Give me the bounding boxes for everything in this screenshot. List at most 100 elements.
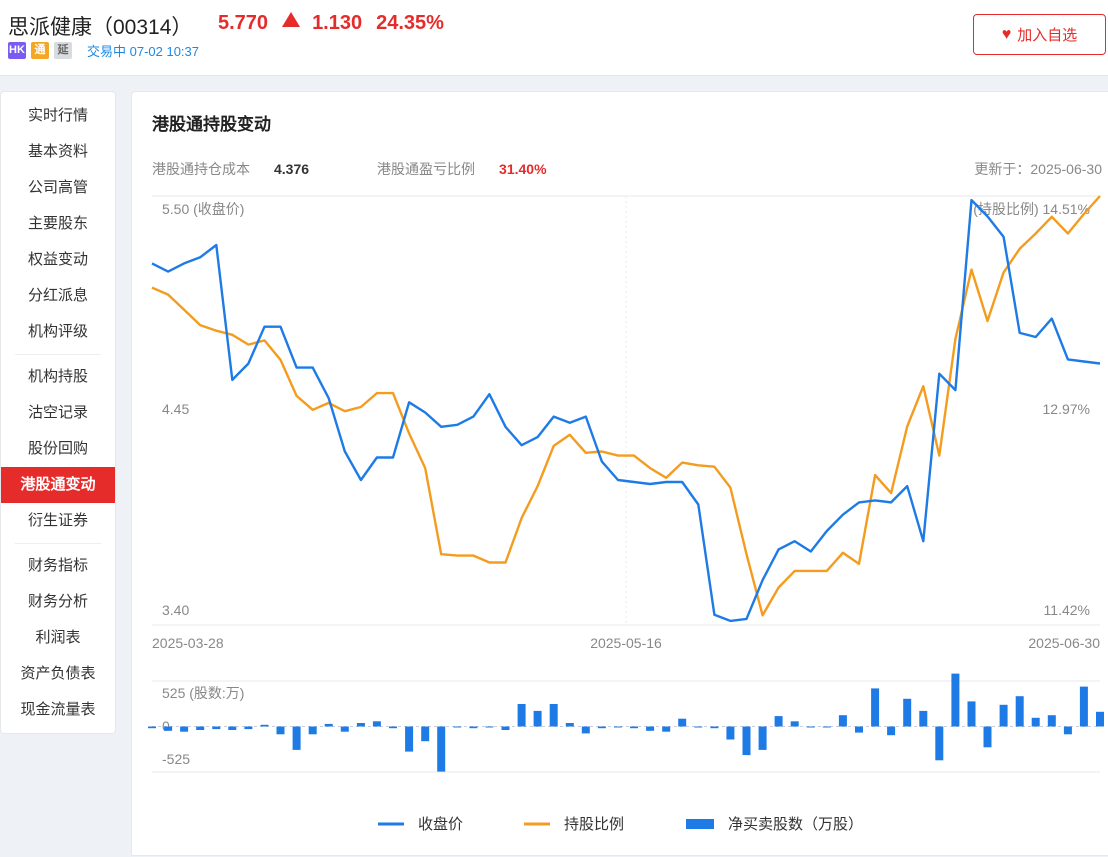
bar-axis-tick: 0	[162, 718, 170, 734]
net-volume-bar	[646, 726, 655, 731]
y-right-tick: 12.97%	[1043, 401, 1090, 417]
y-left-axis-label: 5.50 (收盘价)	[162, 201, 244, 217]
sidebar-item[interactable]: 港股通变动	[1, 467, 115, 503]
net-volume-bar	[308, 726, 317, 735]
connect-badge: 通	[31, 42, 49, 59]
net-volume-bar	[501, 726, 510, 730]
stock-header: 思派健康（00314） 5.770 1.130 24.35% HK 通 延 交易中 …	[0, 0, 1108, 76]
net-volume-bar	[919, 710, 928, 727]
sidebar-item[interactable]: 财务指标	[27, 557, 88, 574]
net-volume-bar	[324, 723, 333, 727]
sidebar-item[interactable]: 实时行情	[27, 107, 88, 124]
net-volume-bar	[469, 726, 478, 729]
net-volume-bar	[356, 723, 365, 727]
net-volume-bar	[871, 688, 880, 727]
net-volume-bar	[228, 726, 237, 730]
section-title: 港股通持股变动	[152, 115, 271, 134]
sidebar-item[interactable]: 机构持股	[27, 368, 88, 385]
net-volume-bar	[196, 726, 205, 730]
bar-axis-label: 525 (股数:万)	[162, 685, 244, 701]
sidebar-item[interactable]: 资产负债表	[20, 665, 96, 682]
sidebar-item[interactable]: 股份回购	[27, 440, 88, 457]
holding-stats: 港股通持仓成本 4.376 港股通盈亏比例 31.40%	[152, 159, 615, 179]
net-volume-bar	[678, 718, 687, 727]
y-right-axis-label: (持股比例) 14.51%	[973, 201, 1090, 217]
add-watchlist-button[interactable]: ♥ 加入自选	[973, 14, 1106, 55]
sidebar-item[interactable]: 现金流量表	[20, 701, 96, 718]
net-volume-bar	[903, 698, 912, 727]
net-volume-bar	[742, 726, 751, 756]
y-right-tick: 11.42%	[1044, 602, 1090, 618]
x-tick-label: 2025-05-16	[590, 635, 662, 651]
legend-label-close-price: 收盘价	[418, 815, 463, 833]
updated-time: 更新于：2025-06-30	[974, 161, 1102, 177]
net-volume-bar	[838, 715, 847, 727]
sidebar-item[interactable]: 利润表	[35, 629, 81, 646]
net-volume-bar	[694, 726, 703, 728]
net-volume-bar	[951, 673, 960, 727]
net-volume-bar	[597, 726, 606, 729]
x-tick-label: 2025-03-28	[152, 635, 224, 651]
net-volume-bar	[148, 726, 156, 729]
heart-icon: ♥	[1001, 25, 1012, 43]
net-volume-bar	[999, 704, 1008, 727]
add-watchlist-label: 加入自选	[1017, 27, 1078, 44]
net-volume-bar	[437, 726, 446, 772]
net-volume-bar	[212, 726, 221, 730]
sidebar-item[interactable]: 衍生证券	[27, 512, 88, 529]
net-volume-bar	[726, 726, 735, 740]
sidebar-item[interactable]: 基本资料	[27, 143, 88, 160]
net-volume-bar	[485, 726, 494, 728]
net-volume-bar	[983, 726, 992, 748]
sidebar-item[interactable]: 机构评级	[27, 323, 88, 340]
net-volume-bar	[164, 726, 173, 731]
sidebar-item[interactable]: 主要股东	[27, 215, 88, 232]
y-left-tick: 3.40	[162, 602, 189, 618]
cost-label: 港股通持仓成本	[152, 161, 250, 177]
main-panel: 港股通持股变动 港股通持仓成本 4.376 港股通盈亏比例 31.40% 更新于：20…	[131, 91, 1108, 856]
net-volume-bar	[260, 724, 269, 727]
net-volume-bar	[710, 726, 719, 729]
trading-status: 交易中 07-02 10:37	[87, 44, 200, 59]
market-badges: HK 通 延 交易中 07-02 10:37	[8, 41, 199, 60]
price-block: 5.770 1.130 24.35%	[218, 12, 458, 35]
sidebar-item[interactable]: 分红派息	[27, 287, 88, 304]
bar-axis-tick: -525	[162, 751, 190, 767]
net-volume-bar	[662, 726, 671, 732]
net-volume-bar	[549, 704, 558, 727]
net-volume-bar	[389, 726, 397, 729]
net-volume-bar	[822, 726, 831, 728]
net-volume-bar	[276, 726, 285, 735]
net-volume-bar	[935, 726, 944, 761]
legend-label-holding-ratio: 持股比例	[564, 816, 624, 833]
sidebar-item[interactable]: 财务分析	[27, 593, 88, 610]
net-volume-bar	[630, 726, 638, 729]
sidebar-item[interactable]: 公司高管	[27, 179, 88, 196]
hk-badge: HK	[8, 42, 26, 59]
y-left-tick: 4.45	[162, 401, 189, 417]
net-volume-bar	[1063, 726, 1072, 735]
net-volume-bar	[180, 726, 189, 732]
net-volume-bar	[565, 723, 574, 727]
net-volume-bar	[533, 710, 542, 727]
net-volume-bar	[1031, 717, 1040, 727]
net-volume-bar	[1047, 715, 1056, 727]
stock-name: 思派健康（00314）	[8, 16, 193, 39]
series-line-close-price	[151, 198, 1101, 623]
net-volume-bar	[1079, 686, 1088, 727]
net-volume-bar	[1096, 711, 1104, 727]
net-volume-bar	[405, 726, 414, 752]
net-volume-bar	[967, 701, 976, 727]
sidebar-nav: 实时行情基本资料公司高管主要股东权益变动分红派息机构评级机构持股沽空记录股份回购…	[0, 91, 116, 734]
net-volume-bar	[340, 726, 349, 732]
net-volume-bar	[806, 726, 815, 728]
price-change: 1.130	[312, 12, 363, 34]
net-volume-bar	[453, 726, 462, 728]
sidebar-divider	[15, 543, 101, 544]
sidebar-item[interactable]: 权益变动	[27, 251, 88, 268]
cost-value: 4.376	[274, 161, 310, 177]
net-volume-bar	[614, 726, 622, 728]
net-volume-bar	[855, 726, 863, 733]
sidebar-item[interactable]: 沽空记录	[27, 404, 88, 421]
x-tick-label: 2025-06-30	[1028, 635, 1100, 651]
